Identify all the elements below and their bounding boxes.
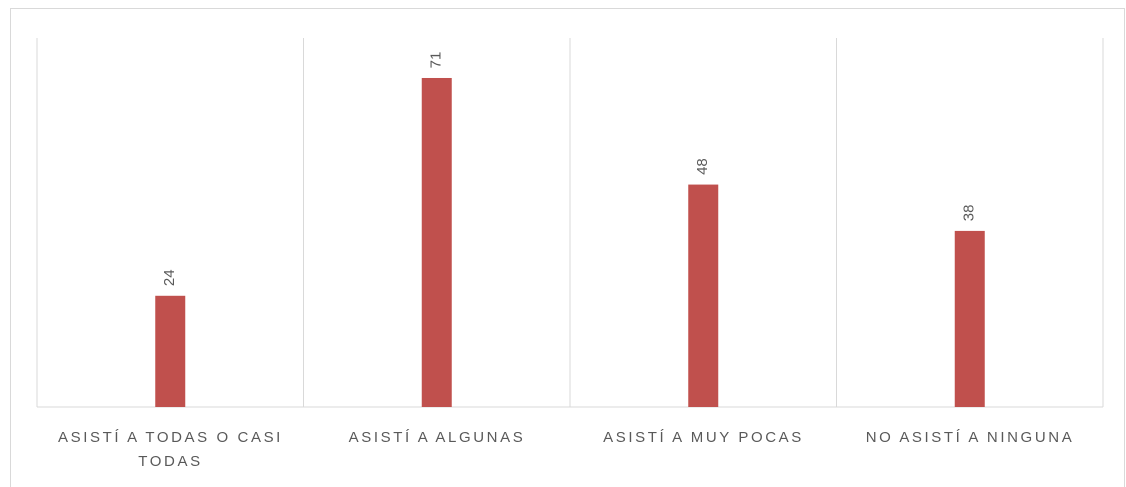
x-tick-label: ASISTÍ A ALGUNAS (348, 429, 526, 446)
data-label: 24 (161, 269, 178, 286)
data-label: 38 (961, 205, 978, 222)
x-tick-label: NO ASISTÍ A NINGUNA (865, 429, 1075, 446)
data-label: 48 (694, 158, 711, 175)
data-label: 71 (428, 52, 445, 69)
x-tick-label: ASISTÍ A MUY POCAS (603, 429, 804, 446)
chart-border (10, 8, 1125, 487)
bar (954, 230, 985, 407)
bar (155, 295, 186, 407)
x-tick-label: ASISTÍ A TODAS O CASI TODAS (58, 429, 283, 470)
bar (688, 184, 719, 407)
bar (421, 77, 452, 408)
